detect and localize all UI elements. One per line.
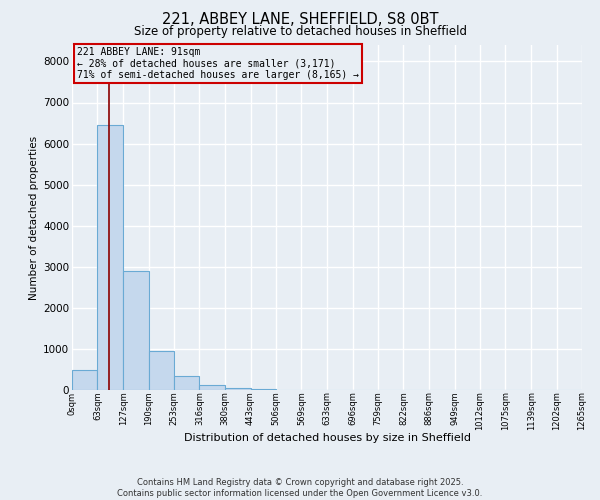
X-axis label: Distribution of detached houses by size in Sheffield: Distribution of detached houses by size … bbox=[184, 433, 470, 443]
Bar bbox=[72, 370, 97, 390]
Bar bbox=[225, 388, 251, 390]
Text: Size of property relative to detached houses in Sheffield: Size of property relative to detached ho… bbox=[133, 24, 467, 38]
Bar bbox=[199, 385, 225, 390]
Bar bbox=[149, 350, 174, 390]
Bar bbox=[97, 125, 123, 390]
Y-axis label: Number of detached properties: Number of detached properties bbox=[29, 136, 39, 300]
Text: Contains HM Land Registry data © Crown copyright and database right 2025.
Contai: Contains HM Land Registry data © Crown c… bbox=[118, 478, 482, 498]
Bar bbox=[251, 389, 276, 390]
Text: 221, ABBEY LANE, SHEFFIELD, S8 0BT: 221, ABBEY LANE, SHEFFIELD, S8 0BT bbox=[162, 12, 438, 28]
Bar bbox=[174, 376, 199, 390]
Bar bbox=[123, 271, 149, 390]
Text: 221 ABBEY LANE: 91sqm
← 28% of detached houses are smaller (3,171)
71% of semi-d: 221 ABBEY LANE: 91sqm ← 28% of detached … bbox=[77, 46, 359, 80]
